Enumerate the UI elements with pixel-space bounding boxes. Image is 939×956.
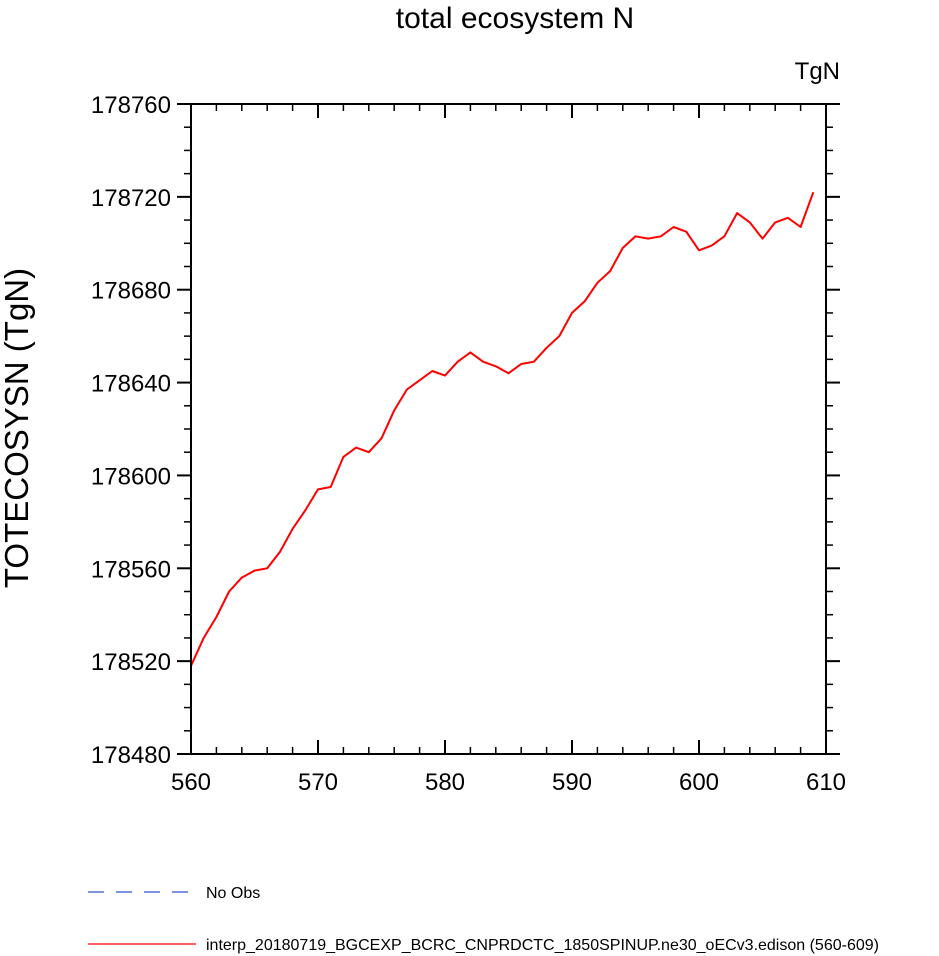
axis-ticks [177, 103, 840, 755]
x-tick-label: 570 [298, 769, 338, 796]
x-tick-label: 580 [425, 769, 465, 796]
y-tick-label: 178560 [91, 556, 171, 583]
series-line [190, 191, 815, 667]
y-tick-label: 178480 [91, 742, 171, 769]
y-tick-label: 178760 [91, 92, 171, 119]
plot-frame [190, 103, 827, 755]
units-label: TgN [795, 58, 840, 85]
x-tick-label: 610 [806, 769, 846, 796]
x-tick-label: 600 [679, 769, 719, 796]
y-tick-label: 178720 [91, 185, 171, 212]
axis-tick-labels: 560 570 580 590 600 610 178480 178520 178560 1786… [91, 92, 846, 796]
y-tick-label: 178680 [91, 278, 171, 305]
legend-label: interp_20180719_BGCEXP_BCRC_CNPRDCTC_185… [206, 937, 879, 954]
y-tick-label: 178640 [91, 371, 171, 398]
y-tick-label: 178520 [91, 649, 171, 676]
x-tick-label: 560 [171, 769, 211, 796]
y-axis-label: TOTECOSYSN (TgN) [0, 268, 35, 588]
y-tick-label: 178600 [91, 463, 171, 490]
data-series [190, 191, 815, 667]
x-tick-label: 590 [552, 769, 592, 796]
chart-title: total ecosystem N [396, 2, 634, 35]
legend-label: No Obs [206, 885, 260, 902]
legend: No Obs interp_20180719_BGCEXP_BCRC_CNPRDC… [88, 885, 879, 954]
